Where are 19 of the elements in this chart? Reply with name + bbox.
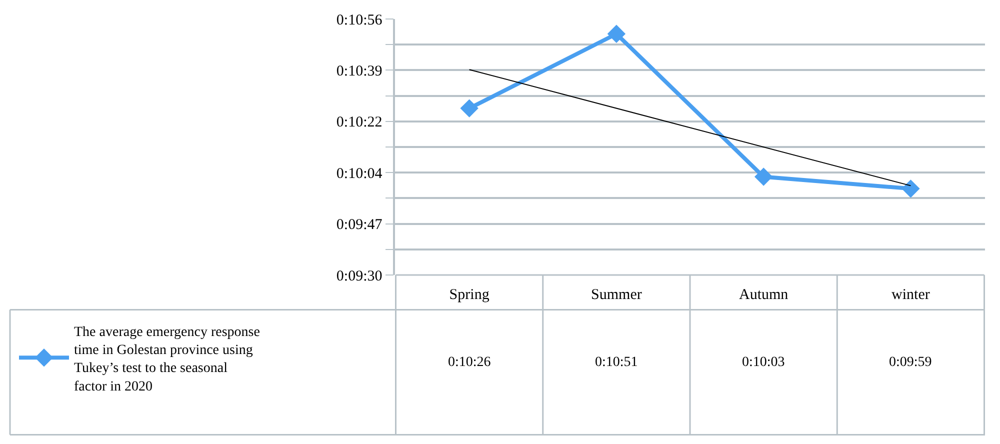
data-label: 0:10:03 bbox=[742, 355, 785, 370]
y-tick-label: 0:10:22 bbox=[336, 114, 382, 131]
point bbox=[754, 168, 773, 186]
x-tick-label: Spring bbox=[449, 287, 490, 303]
point bbox=[460, 99, 478, 118]
point bbox=[607, 24, 626, 43]
x-tick-label: Summer bbox=[591, 287, 642, 303]
y-tick-label: 0:09:30 bbox=[336, 268, 382, 284]
data-label: 0:09:59 bbox=[889, 355, 932, 370]
y-tick-label: 0:10:04 bbox=[336, 166, 383, 182]
x-tick-label: winter bbox=[892, 287, 930, 303]
y-tick-label: 0:10:56 bbox=[336, 12, 383, 28]
y-tick-label: 0:09:47 bbox=[336, 217, 383, 234]
data-label: 0:10:26 bbox=[448, 355, 491, 370]
point bbox=[902, 180, 920, 198]
y-tick-label: 0:10:39 bbox=[336, 63, 382, 80]
legend-label: The average emergency response time in Golestan province using Tukey’s test to the seasonal factor in 2020 bbox=[74, 324, 260, 394]
x-tick-label: Autumn bbox=[738, 287, 789, 303]
data-label: 0:10:51 bbox=[595, 355, 638, 370]
